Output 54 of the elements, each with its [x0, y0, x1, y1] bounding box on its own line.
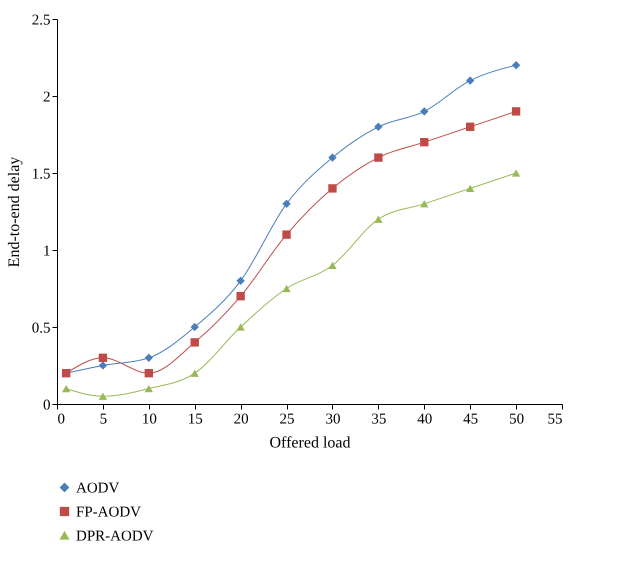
y-tick-label: 0.5 [32, 320, 50, 336]
point [144, 369, 153, 378]
point [62, 384, 70, 392]
y-tick-label: 1 [43, 244, 50, 260]
point [512, 169, 520, 177]
y-tick-label: 2.5 [32, 12, 50, 28]
point [144, 384, 153, 392]
legend-label: AODV [76, 480, 120, 496]
x-tick-label: 25 [280, 412, 295, 428]
point [236, 292, 245, 300]
point [420, 200, 428, 208]
point [466, 76, 474, 85]
x-tick-label: 30 [325, 412, 340, 428]
legend-label: DPR-AODV [76, 528, 154, 544]
point [190, 338, 199, 347]
point [328, 153, 337, 162]
point [236, 323, 245, 331]
point [98, 354, 108, 362]
point [512, 107, 520, 116]
point [190, 370, 199, 377]
point [374, 153, 383, 162]
point [374, 216, 383, 223]
point [420, 138, 428, 146]
point [98, 361, 108, 370]
x-tick-label: 55 [548, 412, 562, 428]
x-tick-label: 40 [417, 412, 432, 428]
point [328, 184, 337, 193]
legend-label: FP-AODV [76, 504, 142, 520]
point [236, 276, 245, 285]
x-tick-label: 5 [100, 412, 108, 428]
point [282, 200, 291, 208]
x-tick-label: 15 [188, 412, 203, 428]
point [144, 354, 153, 362]
point [282, 230, 291, 239]
y-tick-label: 2 [43, 90, 50, 106]
x-tick-label: 20 [234, 412, 249, 428]
point [98, 392, 108, 400]
x-tick-label: 0 [58, 412, 65, 428]
point [466, 184, 474, 192]
point [420, 107, 428, 116]
x-tick-label: 45 [463, 412, 478, 428]
x-axis-title: Offered load [270, 434, 350, 452]
x-tick-label: 10 [142, 412, 157, 428]
point [328, 262, 337, 270]
point [190, 322, 199, 332]
point [282, 284, 291, 292]
y-axis-title: End-to-end delay [6, 156, 23, 268]
y-tick-label: 1.5 [32, 166, 50, 182]
x-tick-label: 35 [371, 412, 386, 428]
point [466, 122, 474, 131]
x-tick-label: 50 [509, 412, 524, 428]
point [374, 122, 383, 131]
point [512, 61, 520, 70]
y-tick-label: 0 [43, 398, 50, 414]
